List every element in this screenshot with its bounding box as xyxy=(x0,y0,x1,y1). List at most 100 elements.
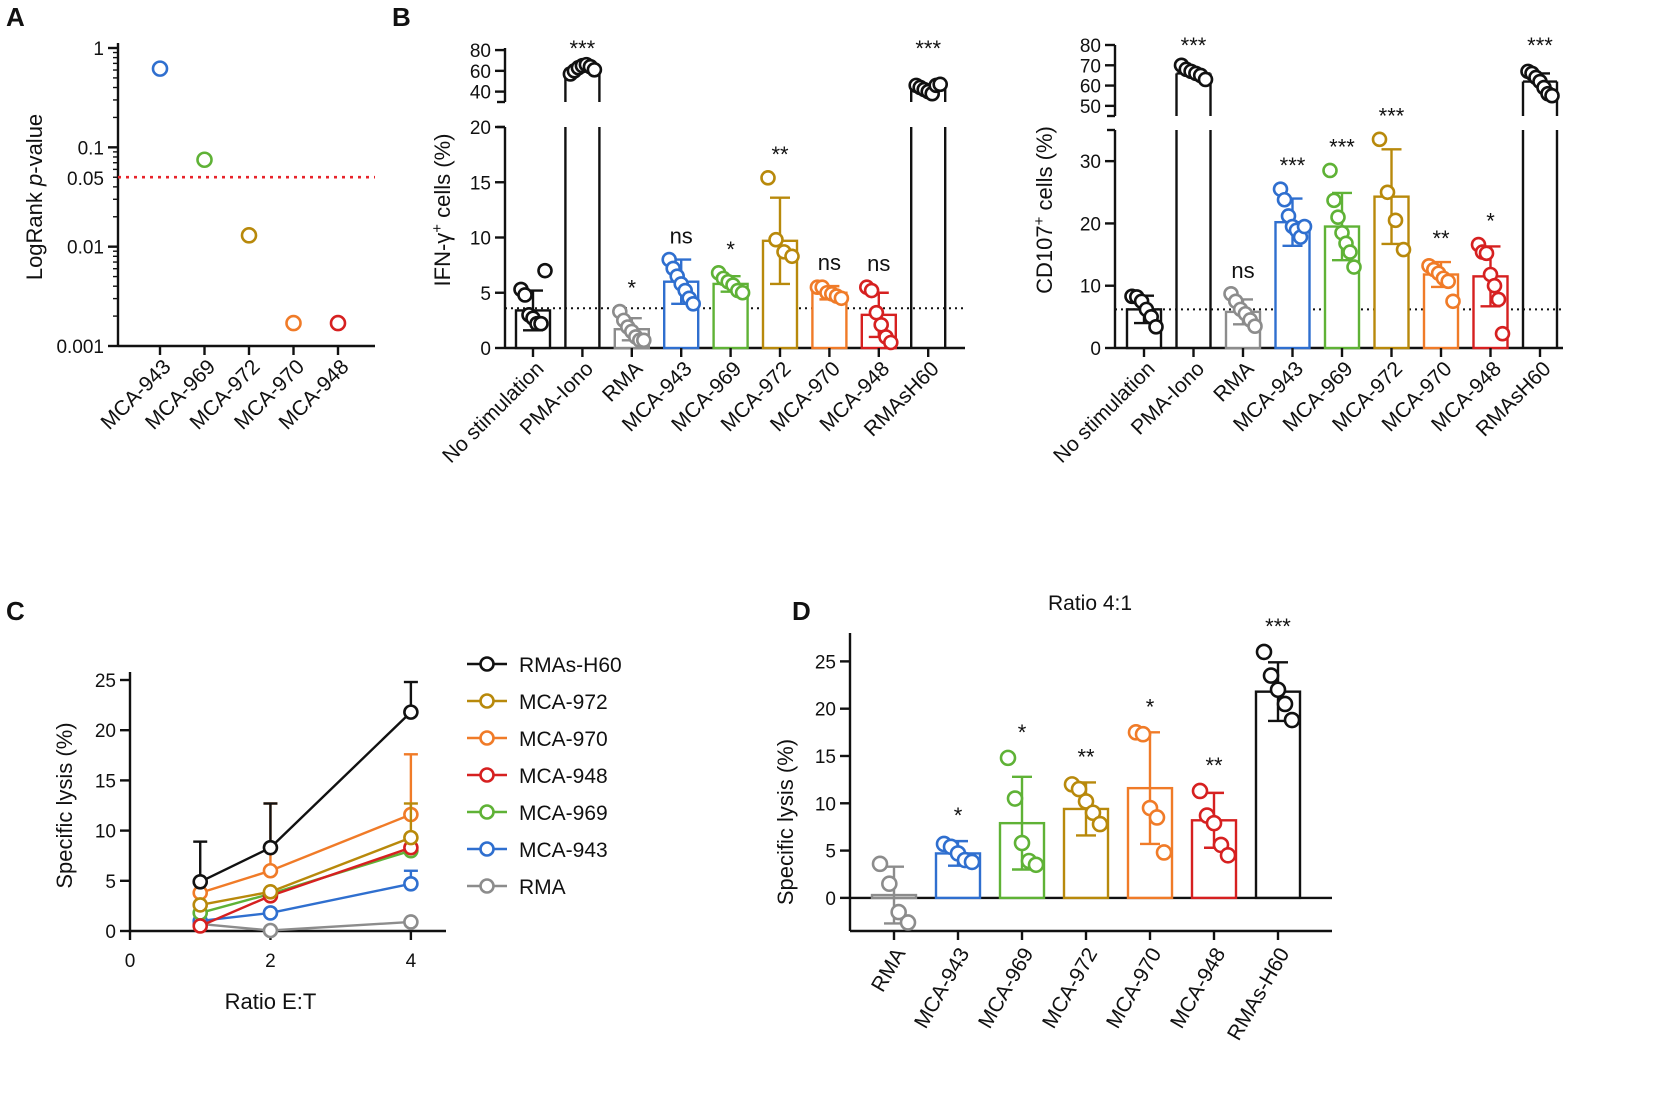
data-point xyxy=(963,853,981,871)
legend-label: MCA-969 xyxy=(519,802,608,825)
series-line xyxy=(199,813,412,894)
significance-label: ns xyxy=(1231,258,1254,283)
x-tick-label: MCA-948 xyxy=(1166,944,1230,1032)
legend-label: MCA-970 xyxy=(519,728,608,751)
series-line xyxy=(200,836,412,907)
data-point xyxy=(1148,809,1166,826)
data-point xyxy=(881,875,898,892)
data-point xyxy=(784,248,800,265)
y-tick-label: 20 xyxy=(815,700,836,721)
data-point xyxy=(833,290,850,307)
significance-label: *** xyxy=(1379,103,1405,128)
significance-label: *** xyxy=(1280,153,1306,178)
data-point xyxy=(533,315,549,332)
significance-label: * xyxy=(954,803,963,828)
series-line xyxy=(200,882,412,923)
y-tick-label: 70 xyxy=(1080,56,1101,77)
data-point xyxy=(1027,856,1045,874)
y-tick-label: 5 xyxy=(825,842,836,863)
data-point xyxy=(768,231,784,248)
significance-label: *** xyxy=(1329,134,1355,159)
data-point xyxy=(240,227,258,244)
y-tick-label: 0 xyxy=(825,889,836,910)
significance-label: ** xyxy=(1205,753,1223,778)
legend-marker xyxy=(479,841,495,857)
data-point xyxy=(1544,87,1560,104)
legend-label: RMAs-H60 xyxy=(519,654,622,677)
data-point xyxy=(262,884,279,900)
data-point xyxy=(1276,191,1293,208)
legend-label: MCA-943 xyxy=(519,839,608,862)
data-point xyxy=(734,284,751,301)
y-tick-label: 20 xyxy=(1080,214,1101,235)
panel-d-lysis-bars: 0 5 10 15 20 25 Ratio 4:1 Specific lysis (%) RMA… xyxy=(773,592,1332,1044)
data-point xyxy=(196,151,213,169)
data-point xyxy=(1262,667,1280,684)
significance-label: ** xyxy=(1432,226,1450,251)
data-point xyxy=(1379,184,1396,201)
reference-label: 0.05 xyxy=(67,169,104,190)
y-tick-label: 40 xyxy=(470,83,491,104)
y-tick-label: 15 xyxy=(815,747,836,768)
data-point xyxy=(932,76,949,93)
data-point xyxy=(1387,212,1404,229)
x-tick-label: 2 xyxy=(265,951,276,972)
significance-label: *** xyxy=(570,36,596,61)
significance-label: *** xyxy=(1265,614,1291,639)
data-point xyxy=(262,862,279,879)
data-point xyxy=(1486,277,1503,294)
data-point xyxy=(1395,241,1412,258)
data-point xyxy=(1283,711,1301,729)
legend-label: MCA-972 xyxy=(519,691,608,714)
data-point xyxy=(262,905,279,921)
data-point xyxy=(1191,782,1209,800)
x-tick-label: MCA-943 xyxy=(910,944,974,1032)
data-point xyxy=(1148,319,1164,335)
legend-marker xyxy=(479,656,495,672)
x-tick-label: MCA-970 xyxy=(1102,944,1166,1032)
panel-label-a: A xyxy=(6,2,25,32)
y-tick-label: 50 xyxy=(1080,97,1101,118)
y-axis-title: LogRank p-value xyxy=(22,114,47,280)
data-point xyxy=(1494,325,1511,342)
x-axis-title: Ratio E:T xyxy=(225,989,317,1014)
panel-label-c: C xyxy=(6,596,25,626)
x-tick-label: RMA xyxy=(867,944,910,996)
data-point xyxy=(1134,725,1152,743)
data-point xyxy=(1330,209,1346,225)
data-point xyxy=(1322,162,1338,179)
x-tick-label: MCA-969 xyxy=(974,944,1038,1032)
significance-label: ns xyxy=(867,251,890,276)
significance-label: * xyxy=(1146,694,1155,719)
legend-marker xyxy=(479,878,495,894)
significance-label: * xyxy=(1486,209,1495,234)
y-tick-label: 20 xyxy=(470,118,491,139)
legend-marker xyxy=(479,804,495,820)
data-point xyxy=(871,855,889,873)
panel-label-d: D xyxy=(792,596,811,626)
chart-title: Ratio 4:1 xyxy=(1048,592,1132,615)
significance-label: ** xyxy=(1077,744,1095,769)
y-tick-label: 10 xyxy=(470,229,491,250)
data-point xyxy=(537,262,553,279)
data-point xyxy=(586,62,603,78)
data-point xyxy=(192,897,209,913)
significance-label: ns xyxy=(670,224,693,249)
data-point xyxy=(403,704,419,720)
x-tick-label: 0 xyxy=(125,951,136,972)
data-point xyxy=(403,829,419,846)
data-point xyxy=(1269,681,1287,699)
legend-marker xyxy=(479,730,495,746)
data-point xyxy=(517,287,533,303)
y-tick-label: 10 xyxy=(1080,277,1101,298)
y-axis-title: IFN-γ+ cells (%) xyxy=(429,134,456,287)
data-point xyxy=(999,749,1017,767)
data-point xyxy=(151,60,169,77)
significance-label: ** xyxy=(771,142,789,167)
y-axis-title: CD107+ cells (%) xyxy=(1031,126,1058,294)
data-point xyxy=(1197,71,1214,88)
data-point xyxy=(1013,834,1031,852)
data-point xyxy=(760,170,776,186)
